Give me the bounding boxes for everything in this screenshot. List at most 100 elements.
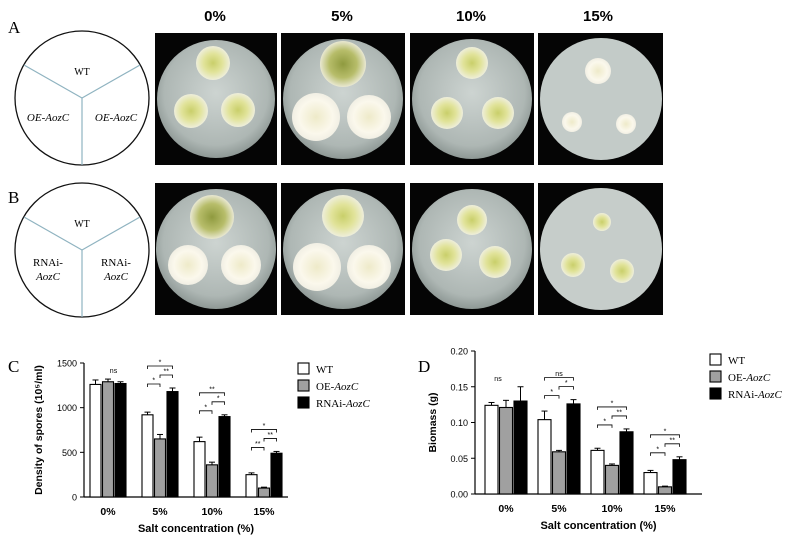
chart-d-ylabel: Biomass (g): [427, 392, 439, 452]
schematic-b-right-2: AozC: [103, 271, 129, 283]
chart-c-sig-bracket: [251, 429, 277, 433]
chart-d-sig-label: **: [617, 409, 623, 416]
chart-c-sig-bracket: [159, 374, 173, 379]
chart-d-bar-1-0: [498, 406, 514, 495]
chart-c-sig-bracket: [251, 447, 265, 451]
panel-letter-b: B: [8, 188, 20, 207]
plate-a-15: [540, 38, 662, 160]
chart-d-sig-label: **: [670, 437, 676, 444]
chart-d-legend-label: OE-AozC: [728, 372, 771, 384]
chart-c-sig-label: ns: [110, 368, 118, 375]
condition-label-10: 10%: [455, 8, 487, 25]
chart-d-xtick-label: 10%: [601, 503, 623, 515]
panel-letter-c: C: [8, 357, 20, 376]
condition-label-15: 15%: [582, 8, 614, 25]
chart-c-sig-bracket: [263, 438, 277, 442]
chart-c-ytick-label: 1500: [57, 359, 77, 369]
schematic-a-left: OE-AozC: [27, 112, 70, 124]
chart-c-sig-label: *: [263, 423, 266, 430]
condition-label-0: 0%: [204, 8, 226, 25]
chart-d-sig-bracket: [664, 443, 680, 447]
schematic-a-right: OE-AozC: [95, 112, 138, 124]
chart-c-bar-1-0: [101, 381, 115, 498]
chart-d-sig-label: *: [664, 428, 667, 435]
schematic-a-wt: WT: [74, 67, 90, 78]
chart-c-sig-bracket: [199, 410, 213, 414]
chart-d-bar-1-3: [657, 486, 673, 495]
chart-c-bar-1-3: [257, 487, 271, 498]
panel-letter-a: A: [8, 18, 21, 37]
chart-d-sig-label: *: [656, 446, 659, 453]
chart-c-xtick-label: 0%: [100, 506, 116, 518]
chart-c-ytick-label: 0: [72, 493, 77, 503]
plate-schematic-b: WT RNAi- AozC RNAi- AozC: [14, 182, 150, 318]
chart-d-sig-bracket: [558, 386, 574, 390]
condition-label-5: 5%: [331, 8, 353, 25]
chart-d: 0.00 0.05 0.10 0.15 0.20 Biomass (g) 0% 5% 10% 15…: [427, 347, 782, 533]
chart-d-sig-label: *: [603, 418, 606, 425]
chart-c-xtick-label: 10%: [201, 506, 223, 518]
chart-c-bar-0-1: [141, 414, 154, 498]
chart-d-xtick-label: 0%: [498, 503, 514, 515]
chart-c-ytick-label: 500: [62, 448, 77, 458]
chart-c-legend-swatch: [297, 362, 310, 375]
chart-c-sig-label: **: [268, 432, 274, 439]
chart-c: 0 500 1000 1500 Density of spores (10⁵/ml) 0%…: [33, 359, 370, 536]
chart-d-sig-label: *: [550, 389, 553, 396]
schematic-b-right-1: RNAi-: [101, 257, 131, 269]
plate-photos-row-b: [155, 183, 663, 315]
chart-c-sig-bracket: [147, 365, 173, 370]
chart-d-bar-0-0: [484, 404, 499, 495]
chart-c-bar-2-3: [270, 452, 283, 498]
chart-c-sig-bracket: [211, 401, 225, 405]
chart-c-ytick-label: 1000: [57, 403, 77, 413]
chart-d-ytick-label: 0.20: [450, 347, 468, 357]
chart-c-legend-swatch: [297, 396, 310, 409]
chart-c-xlabel: Salt concentration (%): [138, 523, 254, 535]
chart-d-sig-label: ns: [494, 376, 502, 383]
chart-c-bar-0-3: [245, 474, 258, 498]
chart-d-bar-1-1: [551, 451, 567, 495]
chart-d-legend-swatch: [709, 387, 722, 400]
chart-d-sig-label: *: [611, 400, 614, 407]
chart-c-xtick-label: 5%: [152, 506, 168, 518]
schematic-b-wt: WT: [74, 219, 90, 230]
chart-c-bar-0-0: [89, 383, 102, 498]
chart-d-sig-bracket: [611, 415, 627, 419]
chart-d-sig-bracket: [650, 434, 680, 438]
chart-d-bar-0-3: [643, 472, 658, 495]
chart-c-ylabel: Density of spores (10⁵/ml): [33, 365, 45, 495]
chart-d-ytick-label: 0.00: [450, 490, 468, 500]
chart-d-xlabel: Salt concentration (%): [540, 520, 656, 532]
chart-c-bar-2-1: [166, 391, 179, 498]
plate-a-10: [412, 39, 532, 159]
chart-d-bar-2-0: [513, 400, 528, 495]
chart-d-legend-label: RNAi-AozC: [728, 389, 782, 401]
chart-d-xtick-label: 15%: [654, 503, 676, 515]
plate-b-10: [412, 189, 532, 309]
chart-c-xtick-label: 15%: [253, 506, 275, 518]
chart-c-sig-label: **: [209, 386, 215, 393]
chart-c-sig-label: *: [204, 404, 207, 411]
chart-c-sig-label: *: [217, 395, 220, 402]
chart-c-sig-label: *: [152, 378, 155, 385]
plate-b-15: [540, 188, 662, 310]
chart-d-ytick-label: 0.05: [450, 454, 468, 464]
chart-d-sig-bracket: [597, 406, 627, 410]
chart-d-bar-2-2: [619, 431, 634, 495]
chart-c-sig-label: *: [159, 360, 162, 367]
chart-d-bar-2-1: [566, 403, 581, 495]
chart-c-legend-label: RNAi-AozC: [316, 398, 370, 410]
chart-d-bar-0-1: [537, 419, 552, 495]
chart-d-bar-0-2: [590, 449, 605, 495]
panel-letter-d: D: [418, 357, 431, 376]
chart-d-ytick-label: 0.10: [450, 418, 468, 428]
chart-c-legend-label: OE-AozC: [316, 381, 359, 393]
chart-d-legend-swatch: [709, 353, 722, 366]
plate-schematic-a: WT OE-AozC OE-AozC: [14, 30, 150, 166]
plate-photos-row-a: [155, 33, 663, 165]
chart-d-xtick-label: 5%: [551, 503, 567, 515]
chart-d-legend-swatch: [709, 370, 722, 383]
chart-d-bar-2-3: [672, 459, 687, 495]
chart-d-sig-bracket: [597, 424, 613, 428]
